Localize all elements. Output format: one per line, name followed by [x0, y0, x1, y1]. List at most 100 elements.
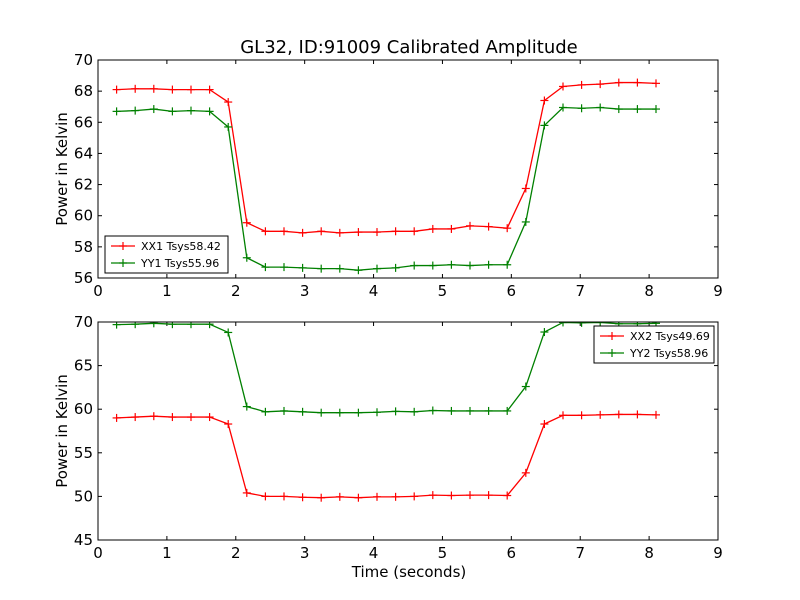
bottom-axes-frame: [97, 321, 719, 541]
bottom-data-point: [447, 406, 456, 415]
bottom-x-tick-label: 3: [300, 544, 310, 562]
bottom-data-point: [280, 406, 288, 415]
top-data-point: [335, 264, 344, 273]
bottom-legend-item: XX2 Tsys49.69: [600, 330, 710, 343]
top-legend: XX1 Tsys58.42 YY1 Tsys55.96: [104, 235, 229, 274]
bottom-data-point: [559, 411, 567, 420]
top-legend-item: YY1 Tsys55.96: [111, 257, 219, 270]
top-data-point: [391, 227, 400, 236]
bottom-y-tick-label: 55: [74, 444, 93, 462]
top-data-point: [317, 264, 326, 273]
bottom-data-point: [540, 420, 549, 429]
top-legend-label: XX1 Tsys58.42: [141, 240, 221, 253]
top-data-point: [224, 122, 233, 131]
top-data-point: [205, 85, 214, 94]
top-data-point: [187, 106, 195, 115]
bottom-data-point: [242, 488, 251, 497]
top-data-point: [168, 107, 177, 116]
top-data-point: [410, 261, 419, 270]
top-data-point: [652, 105, 660, 114]
top-data-point: [112, 107, 121, 116]
top-data-point: [521, 184, 530, 193]
top-y-tick-label: 60: [74, 207, 93, 225]
top-data-point: [187, 85, 195, 94]
top-data-point: [633, 105, 642, 114]
top-y-tick-label: 70: [74, 51, 93, 69]
bottom-data-point: [428, 406, 437, 415]
bottom-data-point: [168, 413, 177, 422]
bottom-data-point: [261, 407, 270, 416]
bottom-series-0: [112, 410, 660, 502]
top-data-point: [466, 261, 474, 270]
bottom-y-tick-label: 45: [74, 531, 93, 549]
bottom-data-point: [131, 413, 140, 422]
bottom-y-tick-label: 60: [74, 400, 93, 418]
bottom-data-point: [633, 410, 642, 419]
top-data-point: [242, 218, 251, 227]
top-y-tick-label: 58: [74, 238, 93, 256]
top-x-tick-label: 0: [93, 282, 103, 300]
bottom-data-point: [410, 492, 419, 501]
bottom-data-point: [149, 412, 158, 421]
top-data-point: [540, 121, 549, 130]
top-data-point: [354, 266, 363, 275]
top-data-point: [521, 217, 530, 226]
bottom-x-tick-label: 6: [507, 544, 517, 562]
top-x-tick-label: 9: [713, 282, 723, 300]
bottom-data-point: [298, 407, 307, 416]
bottom-data-point: [484, 491, 493, 500]
bottom-data-point: [354, 408, 363, 417]
bottom-data-point: [521, 468, 530, 477]
top-x-tick-label: 7: [575, 282, 585, 300]
bottom-x-tick-label: 1: [162, 544, 172, 562]
top-data-point: [577, 80, 586, 89]
bottom-data-point: [131, 322, 140, 329]
bottom-x-tick-label: 0: [93, 544, 103, 562]
top-data-point: [373, 264, 381, 273]
top-legend-box: [104, 235, 229, 274]
top-data-point: [503, 224, 512, 233]
bottom-x-axis-label: Time (seconds): [351, 563, 467, 581]
top-data-point: [447, 224, 456, 233]
bottom-y-tick-label: 70: [74, 313, 93, 331]
bottom-legend-label: YY2 Tsys58.96: [629, 347, 708, 360]
top-x-tick-label: 6: [507, 282, 517, 300]
top-data-point: [503, 260, 512, 269]
bottom-data-point: [168, 322, 177, 329]
top-data-point: [298, 228, 307, 237]
top-data-point: [354, 228, 363, 237]
bottom-data-point: [112, 322, 121, 329]
top-data-point: [373, 228, 381, 237]
bottom-y-tick-label: 50: [74, 487, 93, 505]
top-data-point: [149, 84, 158, 93]
bottom-data-point: [484, 406, 493, 415]
top-axes-frame: [97, 59, 719, 279]
top-x-tick-label: 1: [162, 282, 172, 300]
bottom-data-point: [317, 408, 326, 417]
top-x-tick-label: 3: [300, 282, 310, 300]
bottom-data-point: [224, 420, 233, 429]
top-x-tick-label: 8: [644, 282, 654, 300]
bottom-data-point: [540, 328, 549, 337]
bottom-y-tick-label: 65: [74, 357, 93, 375]
bottom-data-point: [391, 407, 400, 416]
bottom-data-point: [596, 410, 605, 419]
top-data-point: [484, 222, 493, 231]
bottom-data-point: [224, 328, 233, 337]
bottom-data-point: [187, 413, 195, 422]
top-x-tick-label: 4: [369, 282, 379, 300]
top-y-tick-label: 68: [74, 82, 93, 100]
bottom-data-point: [577, 411, 586, 420]
top-y-tick-label: 64: [74, 144, 93, 162]
bottom-x-tick-label: 4: [369, 544, 379, 562]
top-data-point: [596, 103, 605, 112]
top-y-tick-label: 66: [74, 113, 93, 131]
bottom-data-point: [503, 406, 512, 415]
bottom-data-point: [521, 382, 530, 391]
top-data-point: [261, 227, 270, 236]
bottom-legend-label: XX2 Tsys49.69: [630, 330, 710, 343]
